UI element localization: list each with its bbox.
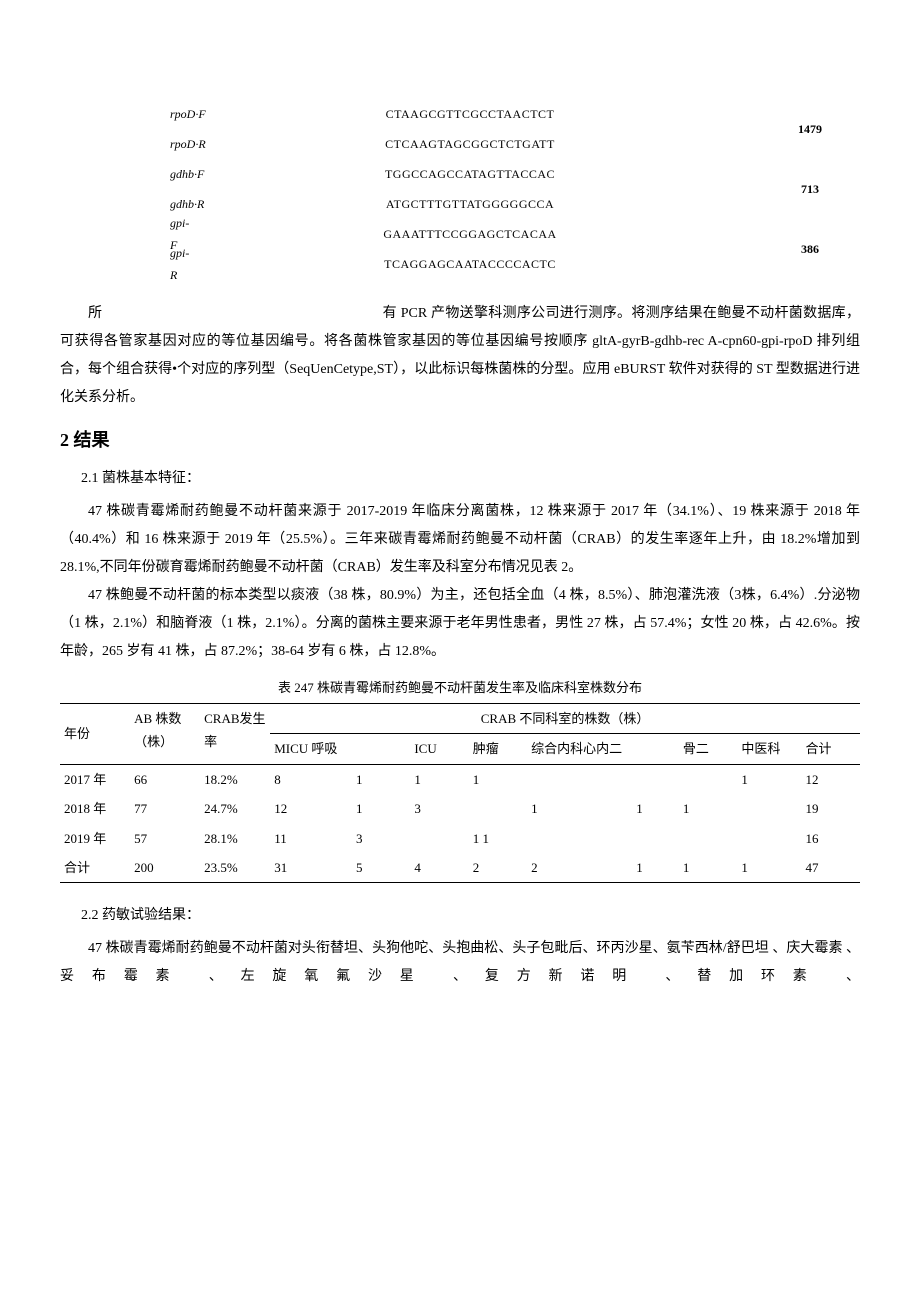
para-21-1: 47 株碳青霉烯耐药鲍曼不动杆菌来源于 2017-2019 年临床分离菌株，12… — [60, 498, 860, 582]
cell-total: 47 — [802, 853, 860, 883]
cell-year: 2019 年 — [60, 824, 130, 853]
cell-micu: 11 — [270, 824, 352, 853]
cell-ab: 66 — [130, 764, 200, 794]
primer-seq: TGGCCAGCCATAGTTACCAC — [180, 164, 760, 186]
th-blank1 — [352, 734, 410, 764]
th-bone: 骨二 — [679, 734, 737, 764]
primer-name: gpi-R — [60, 243, 180, 286]
th-year: 年份 — [60, 703, 130, 764]
cell-year: 2018 年 — [60, 794, 130, 823]
primer-name: gdhb·F — [60, 164, 180, 186]
cell-resp: 1 — [352, 764, 410, 794]
para1-rest: 有 PCR 产物送擎科测序公司进行测序。将测序结果在鲍曼不动杆菌数据库，可获得各… — [60, 306, 860, 405]
table2-caption: 表 247 株碳青霉烯耐药鲍曼不动杆菌发生率及临床科室株数分布 — [60, 676, 860, 699]
table-row: 2019 年 57 28.1% 11 3 1 1 16 — [60, 824, 860, 853]
cell-rate: 18.2% — [200, 764, 270, 794]
th-total: 合计 — [802, 734, 860, 764]
cell-rate: 24.7% — [200, 794, 270, 823]
primer-group-rpod: rpoD·F CTAAGCGTTCGCCTAACTCT rpoD·R CTCAA… — [60, 100, 860, 160]
primer-seq: ATGCTTTGTTATGGGGGCCA — [180, 194, 760, 216]
cell-tcm: 1 — [737, 853, 801, 883]
primer-size: 1479 — [760, 119, 860, 141]
cell-tcm — [737, 824, 801, 853]
cell-resp: 5 — [352, 853, 410, 883]
primer-seq: GAAATTTCCGGAGCTCACAA — [180, 224, 760, 246]
cell-bone — [679, 764, 737, 794]
cell-int2: 1 — [632, 794, 679, 823]
cell-resp: 1 — [352, 794, 410, 823]
primer-group-gpi: gpi-F GAAATTTCCGGAGCTCACAA gpi-R TCAGGAG… — [60, 220, 860, 280]
cell-year: 合计 — [60, 853, 130, 883]
cell-int2 — [632, 764, 679, 794]
cell-bone: 1 — [679, 853, 737, 883]
cell-micu: 8 — [270, 764, 352, 794]
cell-year: 2017 年 — [60, 764, 130, 794]
cell-tcm: 1 — [737, 764, 801, 794]
cell-total: 19 — [802, 794, 860, 823]
primer-size: 713 — [760, 179, 860, 201]
th-tumor: 肿瘤 — [469, 734, 527, 764]
subsection-22: 2.2 药敏试验结果： — [60, 903, 860, 928]
table-row: 2018 年 77 24.7% 12 1 3 1 1 1 19 — [60, 794, 860, 823]
primer-table: rpoD·F CTAAGCGTTCGCCTAACTCT rpoD·R CTCAA… — [60, 100, 860, 280]
th-icu: ICU — [410, 734, 468, 764]
primer-name: rpoD·R — [60, 134, 180, 156]
cell-tcm — [737, 794, 801, 823]
table-row: 2017 年 66 18.2% 8 1 1 1 1 12 — [60, 764, 860, 794]
cell-icu: 3 — [410, 794, 468, 823]
th-rate: CRAB发生率 — [200, 703, 270, 764]
cell-tumor: 1 1 — [469, 824, 527, 853]
cell-rate: 28.1% — [200, 824, 270, 853]
th-dept-header: CRAB 不同科室的株数（株） — [270, 703, 860, 733]
cell-bone: 1 — [679, 794, 737, 823]
para1-prefix: 所 — [88, 306, 102, 321]
cell-ab: 77 — [130, 794, 200, 823]
cell-int1 — [527, 824, 632, 853]
cell-tumor: 1 — [469, 764, 527, 794]
primer-group-gdhb: gdhb·F TGGCCAGCCATAGTTACCAC gdhb·R ATGCT… — [60, 160, 860, 220]
cell-int1: 1 — [527, 794, 632, 823]
cell-tumor — [469, 794, 527, 823]
cell-bone — [679, 824, 737, 853]
cell-ab: 57 — [130, 824, 200, 853]
primer-seq: CTCAAGTAGCGGCTCTGATT — [180, 134, 760, 156]
para-21-2: 47 株鲍曼不动杆菌的标本类型以痰液（38 株，80.9%）为主，还包括全血（4… — [60, 582, 860, 666]
th-tcm: 中医科 — [737, 734, 801, 764]
cell-rate: 23.5% — [200, 853, 270, 883]
method-paragraph: 所有 PCR 产物送擎科测序公司进行测序。将测序结果在鲍曼不动杆菌数据库，可获得… — [60, 300, 860, 412]
th-ab: AB 株数（株） — [130, 703, 200, 764]
cell-tumor: 2 — [469, 853, 527, 883]
cell-icu: 4 — [410, 853, 468, 883]
th-blank2 — [632, 734, 679, 764]
cell-icu — [410, 824, 468, 853]
cell-int1 — [527, 764, 632, 794]
table-row: 合计 200 23.5% 31 5 4 2 2 1 1 1 47 — [60, 853, 860, 883]
cell-icu: 1 — [410, 764, 468, 794]
cell-total: 12 — [802, 764, 860, 794]
primer-seq: TCAGGAGCAATACCCCACTC — [180, 254, 760, 276]
cell-resp: 3 — [352, 824, 410, 853]
cell-int1: 2 — [527, 853, 632, 883]
subsection-21: 2.1 菌株基本特征： — [60, 466, 860, 491]
para-22-1: 47 株碳青霉烯耐药鲍曼不动杆菌对头衔替坦、头狗他咜、头抱曲松、头子包毗后、环丙… — [60, 935, 860, 991]
section-2-title: 2 结果 — [60, 424, 860, 456]
cell-ab: 200 — [130, 853, 200, 883]
primer-seq: CTAAGCGTTCGCCTAACTCT — [180, 104, 760, 126]
cell-int2 — [632, 824, 679, 853]
th-internal: 综合内科心内二 — [527, 734, 632, 764]
cell-micu: 12 — [270, 794, 352, 823]
cell-micu: 31 — [270, 853, 352, 883]
primer-size: 386 — [760, 239, 860, 261]
table-2: 年份 AB 株数（株） CRAB发生率 CRAB 不同科室的株数（株） MICU… — [60, 703, 860, 883]
primer-name: rpoD·F — [60, 104, 180, 126]
cell-int2: 1 — [632, 853, 679, 883]
cell-total: 16 — [802, 824, 860, 853]
th-micu: MICU 呼吸 — [270, 734, 352, 764]
